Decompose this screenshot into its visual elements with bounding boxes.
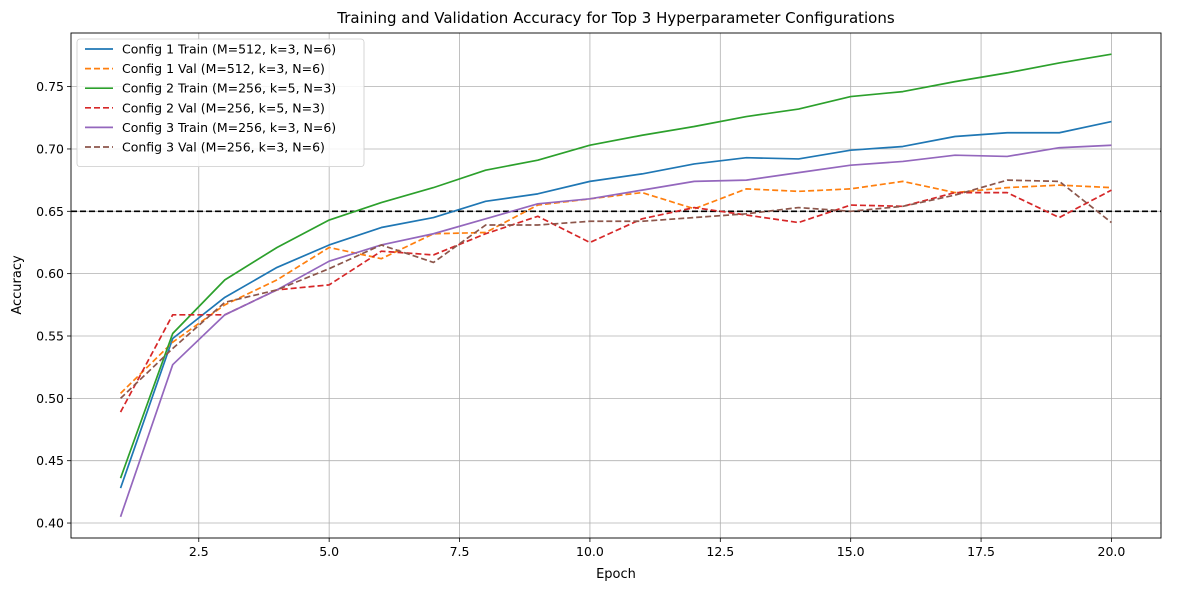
x-tick-label: 12.5 xyxy=(706,544,734,559)
y-tick-label: 0.55 xyxy=(36,329,64,344)
legend-label: Config 3 Val (M=256, k=3, N=6) xyxy=(122,140,325,155)
y-tick-label: 0.45 xyxy=(36,453,64,468)
legend: Config 1 Train (M=512, k=3, N=6) Config 1… xyxy=(76,38,365,167)
y-axis-label: Accuracy xyxy=(10,255,25,315)
series-line-1 xyxy=(119,120,1112,489)
x-tick-label: 20.0 xyxy=(1098,544,1126,559)
legend-label: Config 3 Train (M=256, k=3, N=6) xyxy=(122,120,336,135)
y-tick-label: 0.40 xyxy=(36,516,64,531)
x-axis-ticks: 2.5 5.0 7.5 10.0 12.5 15.0 17.5 20.0 xyxy=(189,538,1126,559)
y-tick-label: 0.65 xyxy=(36,204,64,219)
legend-label: Config 1 Train (M=512, k=3, N=6) xyxy=(122,42,336,57)
y-axis-ticks: 0.40 0.45 0.50 0.55 0.60 0.65 0.70 0.75 xyxy=(36,79,71,531)
series-line-5 xyxy=(119,144,1112,518)
series-line-2 xyxy=(119,180,1112,394)
x-tick-label: 7.5 xyxy=(450,544,470,559)
x-tick-label: 10.0 xyxy=(576,544,604,559)
x-tick-label: 15.0 xyxy=(837,544,865,559)
y-tick-label: 0.70 xyxy=(36,141,64,156)
x-tick-label: 17.5 xyxy=(967,544,995,559)
series-lines xyxy=(119,53,1112,518)
x-axis-label: Epoch xyxy=(596,567,636,582)
legend-label: Config 1 Val (M=512, k=3, N=6) xyxy=(122,61,325,76)
y-tick-label: 0.50 xyxy=(36,391,64,406)
series-line-6 xyxy=(119,179,1112,399)
plot-frame xyxy=(70,32,1162,539)
series-line-3 xyxy=(119,53,1112,479)
x-tick-label: 5.0 xyxy=(319,544,339,559)
chart-title: Training and Validation Accuracy for Top… xyxy=(336,9,895,27)
legend-box xyxy=(76,38,365,167)
y-tick-label: 0.60 xyxy=(36,266,64,281)
y-tick-label: 0.75 xyxy=(36,79,64,94)
legend-label: Config 2 Train (M=256, k=5, N=3) xyxy=(122,81,336,96)
x-tick-label: 2.5 xyxy=(189,544,209,559)
series-line-4 xyxy=(119,189,1112,413)
legend-label: Config 2 Val (M=256, k=5, N=3) xyxy=(122,100,325,115)
